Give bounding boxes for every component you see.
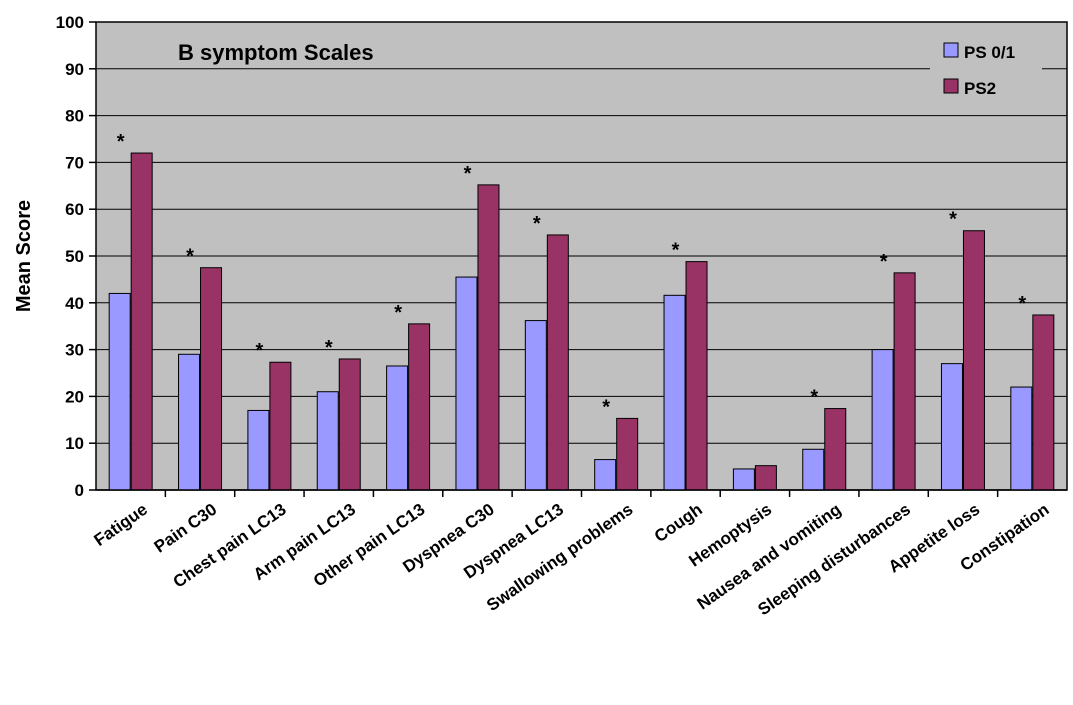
chart-title: B symptom Scales [178,40,374,65]
bar-ps2 [130,152,153,491]
bar-ps2 [754,465,777,491]
bar-ps01 [594,459,617,491]
bar-ps01 [663,294,686,491]
bar-ps2 [200,267,223,491]
bars [108,152,1055,491]
significance-star: * [464,163,472,185]
bar-ps01 [871,349,894,491]
significance-markers: * * * * * * * * * * * * * [117,131,1027,418]
significance-star: * [880,251,888,273]
bar-ps01 [247,409,270,491]
legend-label-ps2: PS2 [964,79,996,98]
bar-ps2 [824,408,847,491]
bar-ps01 [732,468,755,491]
bar-ps01 [108,292,131,491]
bar-ps2 [893,272,916,491]
bar-ps2 [962,230,985,491]
significance-star: * [255,340,263,362]
significance-star: * [117,131,125,153]
x-tick-label: Cough [651,500,706,546]
significance-star: * [394,302,402,324]
bar-ps2 [477,184,500,491]
legend-swatch-ps2 [943,78,959,94]
y-tick-label: 40 [65,294,84,313]
bar-ps2 [616,417,639,491]
bar-ps01 [386,365,409,491]
y-tick-label: 100 [56,13,84,32]
significance-star: * [1018,293,1026,315]
legend-label-ps01: PS 0/1 [964,43,1015,62]
significance-star: * [672,240,680,262]
significance-star: * [533,213,541,235]
x-tick-label: Chest pain LC13 [170,500,290,592]
significance-star: * [602,396,610,418]
bar-ps2 [685,261,708,491]
bar-ps2 [408,323,431,491]
y-tick-label: 30 [65,341,84,360]
bar-ps01 [178,353,201,491]
legend: PS 0/1 PS2 [930,33,1042,103]
bar-ps2 [269,361,292,491]
significance-star: * [949,209,957,231]
x-tick-label: Fatigue [91,500,151,550]
y-tick-label: 50 [65,247,84,266]
bar-ps2 [546,234,569,491]
bar-ps01 [1010,386,1033,491]
y-tick-label: 0 [75,481,84,500]
y-tick-label: 20 [65,387,84,406]
bar-ps01 [455,276,478,491]
y-tick-label: 60 [65,200,84,219]
y-tick-label: 70 [65,153,84,172]
bar-ps2 [1032,314,1055,491]
bar-ps01 [940,363,963,491]
significance-star: * [810,387,818,409]
bar-ps2 [338,358,361,491]
legend-swatch-ps01 [943,42,959,58]
y-axis-ticks: 0 10 20 30 40 50 60 70 80 90 100 [56,13,96,500]
bar-ps01 [316,391,339,491]
y-tick-label: 80 [65,107,84,126]
y-axis-label: Mean Score [13,200,35,312]
bar-ps01 [802,448,825,491]
y-tick-label: 90 [65,60,84,79]
significance-star: * [186,246,194,268]
bar-ps01 [524,320,547,491]
significance-star: * [325,337,333,359]
y-tick-label: 10 [65,434,84,453]
